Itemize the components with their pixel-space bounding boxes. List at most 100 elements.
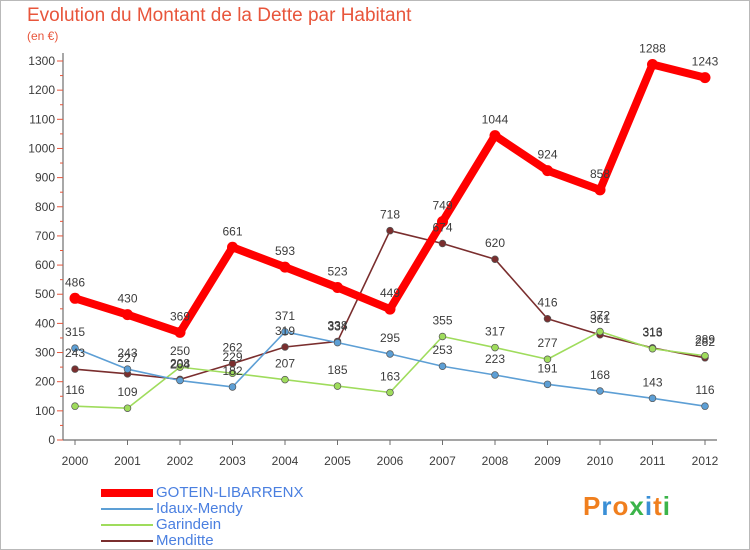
data-point-gotein-libarrenx bbox=[647, 58, 658, 70]
data-point-gotein-libarrenx bbox=[437, 216, 448, 228]
data-point-idaux-mendy bbox=[543, 380, 552, 389]
legend-swatch bbox=[101, 508, 153, 510]
data-label-garindein: 116 bbox=[65, 383, 84, 397]
data-label-garindein: 250 bbox=[170, 344, 190, 358]
data-label-menditte: 319 bbox=[275, 324, 295, 338]
data-label-idaux-mendy: 223 bbox=[485, 352, 505, 366]
data-point-gotein-libarrenx bbox=[69, 292, 81, 304]
data-label-gotein-libarrenx: 749 bbox=[432, 199, 452, 213]
data-point-menditte bbox=[491, 255, 499, 263]
data-label-idaux-mendy: 315 bbox=[65, 325, 85, 339]
data-point-gotein-libarrenx bbox=[489, 130, 501, 142]
data-point-menditte bbox=[438, 239, 447, 248]
data-label-garindein: 109 bbox=[117, 385, 137, 399]
data-point-gotein-libarrenx bbox=[542, 165, 553, 177]
data-point-garindein bbox=[71, 402, 79, 410]
legend: GOTEIN-LIBARRENX Idaux-Mendy Garindein Mend… bbox=[101, 484, 341, 549]
legend-item-idaux-mendy: Idaux-Mendy bbox=[101, 500, 341, 517]
y-tick-label: 1200 bbox=[28, 83, 55, 97]
data-label-idaux-mendy: 243 bbox=[117, 346, 137, 360]
data-point-garindein bbox=[648, 344, 657, 353]
data-point-garindein bbox=[543, 355, 552, 363]
data-label-menditte: 282 bbox=[695, 335, 715, 349]
chart-subtitle: (en €) bbox=[27, 29, 59, 43]
axes: 0 100 200 300 400 500 600 700 800 900 1000 1100 1200… bbox=[28, 53, 719, 468]
x-tick-label: 2012 bbox=[692, 454, 719, 468]
data-point-gotein-libarrenx bbox=[332, 282, 343, 294]
data-label-gotein-libarrenx: 661 bbox=[222, 224, 242, 238]
legend-swatch bbox=[101, 489, 153, 497]
data-label-menditte: 316 bbox=[642, 325, 662, 339]
data-label-idaux-mendy: 191 bbox=[537, 361, 557, 375]
legend-label: Garindein bbox=[156, 516, 222, 533]
data-label-idaux-mendy: 182 bbox=[222, 364, 242, 378]
data-label-garindein: 313 bbox=[642, 326, 662, 340]
data-point-idaux-mendy bbox=[281, 328, 289, 336]
x-tick-label: 2010 bbox=[587, 454, 614, 468]
legend-swatch bbox=[101, 524, 153, 526]
data-label-menditte: 338 bbox=[327, 318, 347, 332]
y-tick-label: 1000 bbox=[28, 141, 55, 155]
data-point-idaux-mendy bbox=[228, 383, 237, 391]
data-point-garindein bbox=[491, 343, 499, 352]
data-label-menditte: 243 bbox=[65, 346, 85, 360]
proxiti-logo: Proxiti bbox=[583, 491, 671, 522]
data-label-idaux-mendy: 334 bbox=[327, 320, 347, 334]
data-label-gotein-libarrenx: 1288 bbox=[639, 41, 666, 55]
data-label-idaux-mendy: 143 bbox=[642, 375, 662, 389]
data-label-garindein: 163 bbox=[380, 369, 400, 383]
legend-item-gotein-libarrenx: GOTEIN-LIBARRENX bbox=[101, 484, 341, 501]
x-tick-label: 2002 bbox=[167, 454, 194, 468]
y-tick-label: 700 bbox=[35, 229, 55, 243]
data-point-idaux-mendy bbox=[596, 387, 604, 395]
data-label-menditte: 620 bbox=[485, 236, 505, 250]
data-point-gotein-libarrenx bbox=[174, 326, 186, 338]
data-point-idaux-mendy bbox=[491, 371, 499, 379]
x-tick-label: 2007 bbox=[429, 454, 456, 468]
y-tick-label: 500 bbox=[35, 287, 55, 301]
x-tick-label: 2005 bbox=[324, 454, 351, 468]
data-point-gotein-libarrenx bbox=[122, 309, 133, 321]
data-point-idaux-mendy bbox=[386, 350, 394, 358]
data-label-garindein: 277 bbox=[537, 336, 557, 350]
y-tick-label: 1100 bbox=[29, 112, 55, 126]
data-label-gotein-libarrenx: 924 bbox=[537, 148, 557, 162]
data-label-garindein: 185 bbox=[327, 363, 347, 377]
legend-label: Idaux-Mendy bbox=[156, 500, 243, 517]
data-label-garindein: 207 bbox=[275, 357, 295, 371]
legend-swatch bbox=[101, 540, 153, 542]
data-point-idaux-mendy bbox=[176, 376, 184, 385]
y-tick-label: 300 bbox=[35, 346, 55, 360]
data-label-gotein-libarrenx: 593 bbox=[275, 244, 295, 258]
data-label-menditte: 208 bbox=[170, 356, 190, 370]
x-tick-label: 2011 bbox=[640, 454, 666, 468]
data-point-garindein bbox=[176, 363, 184, 371]
data-label-gotein-libarrenx: 486 bbox=[65, 275, 85, 289]
y-tick-label: 600 bbox=[35, 258, 55, 272]
series-lines bbox=[69, 58, 711, 412]
x-tick-label: 2000 bbox=[62, 454, 89, 468]
x-tick-label: 2001 bbox=[114, 454, 141, 468]
data-label-menditte: 361 bbox=[590, 312, 610, 326]
data-label-idaux-mendy: 168 bbox=[590, 368, 610, 382]
data-label-garindein: 317 bbox=[485, 325, 505, 339]
data-point-gotein-libarrenx bbox=[594, 184, 606, 196]
data-label-idaux-mendy: 204 bbox=[170, 358, 190, 372]
logo-letter: x bbox=[629, 491, 645, 521]
data-label-garindein: 229 bbox=[222, 350, 242, 364]
data-label-gotein-libarrenx: 449 bbox=[380, 286, 400, 300]
y-tick-label: 900 bbox=[35, 171, 55, 185]
data-point-idaux-mendy bbox=[438, 362, 447, 370]
chart-title: Evolution du Montant de la Dette par Hab… bbox=[27, 5, 412, 26]
data-label-menditte: 262 bbox=[222, 341, 242, 355]
x-tick-label: 2003 bbox=[219, 454, 246, 468]
data-point-garindein bbox=[333, 382, 342, 390]
data-label-gotein-libarrenx: 430 bbox=[117, 292, 137, 306]
y-tick-label: 100 bbox=[35, 404, 55, 418]
data-point-garindein bbox=[123, 404, 132, 412]
legend-item-garindein: Garindein bbox=[101, 516, 341, 533]
data-point-gotein-libarrenx bbox=[699, 72, 711, 84]
data-point-menditte bbox=[71, 365, 79, 373]
data-label-garindein: 372 bbox=[590, 309, 610, 323]
